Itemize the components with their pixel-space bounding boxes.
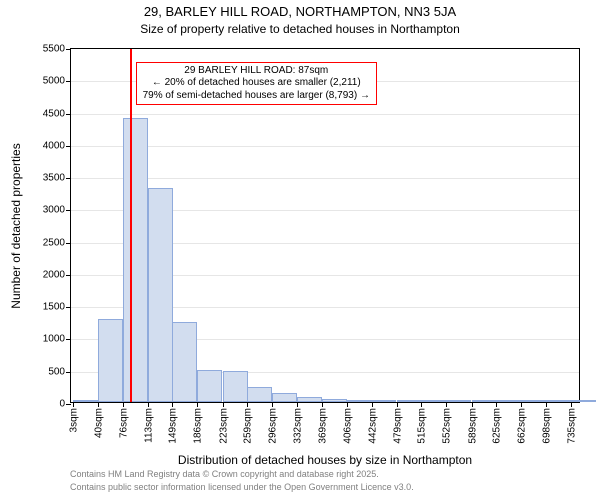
ytick-label: 3000 (43, 205, 71, 216)
xtick-mark (148, 402, 149, 407)
footer-line2: Contains public sector information licen… (70, 482, 414, 492)
xtick-label: 259sqm (241, 408, 254, 444)
ytick-label: 1000 (43, 334, 71, 345)
x-axis-label: Distribution of detached houses by size … (178, 453, 472, 467)
xtick-mark (446, 402, 447, 407)
histogram-bar (571, 400, 596, 402)
histogram-bar (172, 322, 197, 402)
histogram-bar (297, 397, 322, 402)
xtick-label: 40sqm (92, 408, 105, 438)
annotation-line1: 29 BARLEY HILL ROAD: 87sqm (143, 65, 370, 78)
reference-line (130, 49, 132, 402)
xtick-label: 735sqm (564, 408, 577, 444)
xtick-label: 406sqm (341, 408, 354, 444)
ytick-label: 5500 (43, 44, 71, 55)
xtick-label: 113sqm (141, 408, 154, 443)
histogram-bar (247, 387, 272, 402)
xtick-label: 223sqm (216, 408, 229, 444)
xtick-label: 479sqm (390, 408, 403, 444)
chart-title-line2: Size of property relative to detached ho… (0, 22, 600, 36)
xtick-mark (496, 402, 497, 407)
xtick-mark (521, 402, 522, 407)
xtick-label: 3sqm (67, 408, 80, 432)
xtick-label: 662sqm (515, 408, 528, 444)
xtick-label: 625sqm (490, 408, 503, 444)
xtick-label: 76sqm (116, 408, 129, 438)
xtick-mark (247, 402, 248, 407)
xtick-label: 149sqm (166, 408, 179, 444)
xtick-mark (223, 402, 224, 407)
xtick-mark (322, 402, 323, 407)
xtick-mark (397, 402, 398, 407)
histogram-bar (421, 400, 446, 402)
xtick-mark (472, 402, 473, 407)
histogram-bar (446, 400, 471, 402)
annotation-line3: 79% of semi-detached houses are larger (… (143, 90, 370, 103)
histogram-bar (223, 371, 248, 402)
ytick-label: 2000 (43, 269, 71, 280)
ytick-label: 1500 (43, 302, 71, 313)
ytick-label: 500 (48, 366, 71, 377)
histogram-bar (496, 400, 521, 402)
xtick-mark (98, 402, 99, 407)
histogram-bar (472, 400, 497, 402)
histogram-bar (322, 399, 347, 402)
ytick-label: 5000 (43, 76, 71, 87)
xtick-mark (197, 402, 198, 407)
xtick-label: 186sqm (191, 408, 204, 444)
histogram-bar (347, 400, 372, 402)
histogram-bar (98, 319, 123, 402)
chart-container: 29, BARLEY HILL ROAD, NORTHAMPTON, NN3 5… (0, 0, 600, 500)
histogram-bar (148, 188, 173, 402)
chart-title-line1: 29, BARLEY HILL ROAD, NORTHAMPTON, NN3 5… (0, 4, 600, 19)
ytick-label: 3500 (43, 173, 71, 184)
xtick-label: 296sqm (266, 408, 279, 444)
histogram-bar (272, 393, 297, 402)
xtick-label: 442sqm (365, 408, 378, 444)
xtick-mark (571, 402, 572, 407)
annotation-line2: ← 20% of detached houses are smaller (2,… (143, 77, 370, 90)
xtick-label: 515sqm (415, 408, 428, 444)
xtick-mark (172, 402, 173, 407)
histogram-bar (546, 400, 571, 402)
histogram-bar (372, 400, 397, 402)
xtick-label: 552sqm (440, 408, 453, 444)
ytick-label: 4000 (43, 140, 71, 151)
plot-area: 0500100015002000250030003500400045005000… (70, 48, 580, 403)
histogram-bar (521, 400, 546, 402)
histogram-bar (123, 118, 148, 402)
y-axis-label: Number of detached properties (9, 143, 23, 308)
annotation-box: 29 BARLEY HILL ROAD: 87sqm← 20% of detac… (136, 62, 377, 106)
ytick-label: 4500 (43, 108, 71, 119)
xtick-mark (347, 402, 348, 407)
histogram-bar (197, 370, 222, 402)
histogram-bar (73, 400, 98, 402)
ytick-label: 2500 (43, 237, 71, 248)
xtick-label: 332sqm (290, 408, 303, 444)
xtick-label: 589sqm (465, 408, 478, 444)
xtick-label: 369sqm (315, 408, 328, 444)
xtick-mark (372, 402, 373, 407)
histogram-bar (397, 400, 422, 402)
xtick-mark (297, 402, 298, 407)
gridline (71, 114, 579, 115)
xtick-mark (123, 402, 124, 407)
xtick-mark (73, 402, 74, 407)
footer-line1: Contains HM Land Registry data © Crown c… (70, 469, 379, 479)
xtick-mark (272, 402, 273, 407)
xtick-mark (546, 402, 547, 407)
xtick-mark (421, 402, 422, 407)
xtick-label: 698sqm (539, 408, 552, 444)
